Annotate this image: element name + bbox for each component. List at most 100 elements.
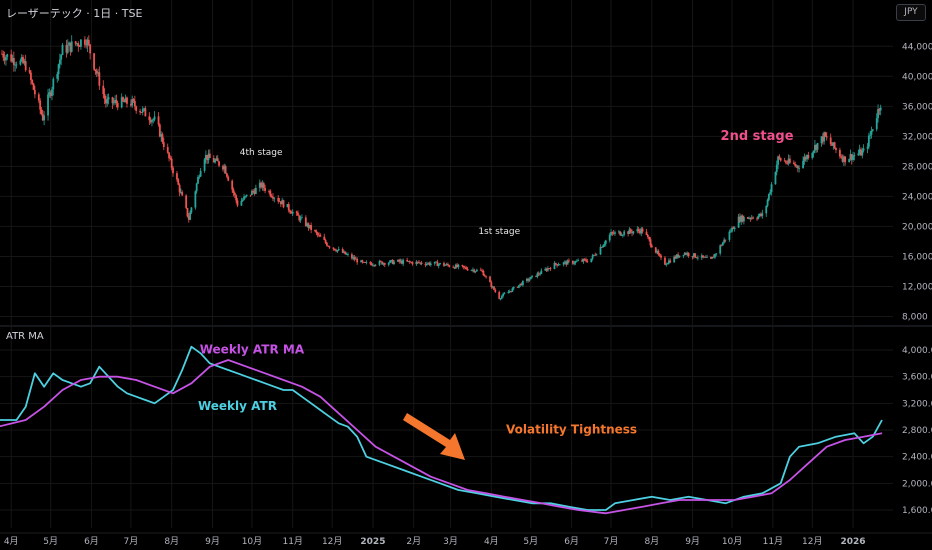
candle xyxy=(141,106,144,116)
candle xyxy=(41,109,44,122)
candle xyxy=(10,49,13,63)
candle xyxy=(144,106,147,117)
candle xyxy=(251,189,253,196)
candle xyxy=(537,271,540,276)
candle xyxy=(86,37,89,53)
candle xyxy=(370,261,373,266)
candle xyxy=(648,236,651,242)
candle xyxy=(685,251,687,256)
candle xyxy=(93,52,95,71)
candle xyxy=(427,262,430,265)
candle xyxy=(402,258,405,267)
candle xyxy=(6,53,9,61)
candle xyxy=(390,259,393,263)
candle xyxy=(802,156,804,169)
candle xyxy=(714,253,716,259)
candle xyxy=(199,168,202,178)
candle xyxy=(849,149,852,161)
candle xyxy=(124,94,127,103)
candle xyxy=(742,215,745,225)
candle xyxy=(761,209,764,219)
x-tick-label: 5月 xyxy=(43,536,58,547)
candle xyxy=(168,151,170,162)
candle xyxy=(510,291,512,293)
candle xyxy=(94,69,97,75)
candle xyxy=(252,189,255,194)
candle xyxy=(740,214,743,225)
candle xyxy=(766,198,769,208)
candle xyxy=(49,90,52,99)
candle xyxy=(453,266,456,270)
candle xyxy=(603,241,606,247)
candle xyxy=(803,153,806,165)
candle xyxy=(151,118,153,127)
candle xyxy=(212,155,215,163)
candle xyxy=(812,150,815,158)
volatility-arrow-icon xyxy=(403,413,465,460)
price-tick-label: 8,000 xyxy=(902,312,928,322)
candle xyxy=(83,36,86,48)
candle xyxy=(374,264,377,267)
candle xyxy=(336,249,339,254)
candle xyxy=(194,190,197,210)
candle xyxy=(198,174,201,180)
candle xyxy=(565,260,568,267)
candle xyxy=(143,107,145,112)
candle xyxy=(629,228,632,234)
currency-button[interactable]: JPY xyxy=(896,4,926,21)
candle xyxy=(620,232,623,237)
candle xyxy=(244,195,247,199)
candle xyxy=(236,198,239,208)
candle xyxy=(181,190,184,196)
candle xyxy=(516,286,519,288)
candle xyxy=(778,154,781,160)
x-tick-label: 4月 xyxy=(484,536,499,547)
candle xyxy=(277,195,280,204)
candle xyxy=(115,94,118,108)
candle xyxy=(411,261,414,266)
atr-annotation: Weekly ATR MA xyxy=(200,342,305,356)
candle xyxy=(299,215,302,223)
stage-annotation: 2nd stage xyxy=(721,129,794,144)
candle xyxy=(779,157,782,162)
candle xyxy=(627,230,630,237)
candle xyxy=(668,258,670,265)
candle xyxy=(767,193,770,202)
candle xyxy=(189,210,192,221)
candle xyxy=(406,257,409,262)
candle xyxy=(657,249,660,256)
candle xyxy=(544,267,547,271)
symbol-title: レーザーテック · 1日 · TSE xyxy=(6,7,143,20)
candle xyxy=(678,255,681,258)
candle xyxy=(521,280,524,287)
candle xyxy=(22,54,24,65)
chart-labels: 4月 5月 6月 7月 8月 9月 10月 11月 12月 2025 2月 3月 4月 5月 6月 7月 8月 9… xyxy=(4,42,932,547)
candle xyxy=(750,214,753,220)
candle xyxy=(308,225,311,229)
candle xyxy=(482,269,485,276)
candle xyxy=(327,245,330,247)
candle xyxy=(454,263,457,269)
candle xyxy=(310,222,313,234)
candle xyxy=(289,209,291,214)
candle xyxy=(833,141,836,150)
candle xyxy=(470,269,473,272)
candle xyxy=(741,214,744,223)
x-tick-label: 10月 xyxy=(242,536,262,547)
candle xyxy=(721,241,724,246)
candle xyxy=(594,252,597,256)
candle xyxy=(654,247,657,254)
candle xyxy=(279,201,282,208)
candle xyxy=(825,132,828,141)
candle xyxy=(315,229,318,236)
candle xyxy=(77,41,80,52)
candle xyxy=(383,262,386,268)
candle xyxy=(133,95,136,110)
candle xyxy=(31,79,34,85)
candle xyxy=(40,107,43,116)
candle xyxy=(789,155,791,165)
candle xyxy=(673,255,676,263)
candle xyxy=(114,95,117,105)
candle xyxy=(178,183,181,197)
candle xyxy=(871,129,874,132)
